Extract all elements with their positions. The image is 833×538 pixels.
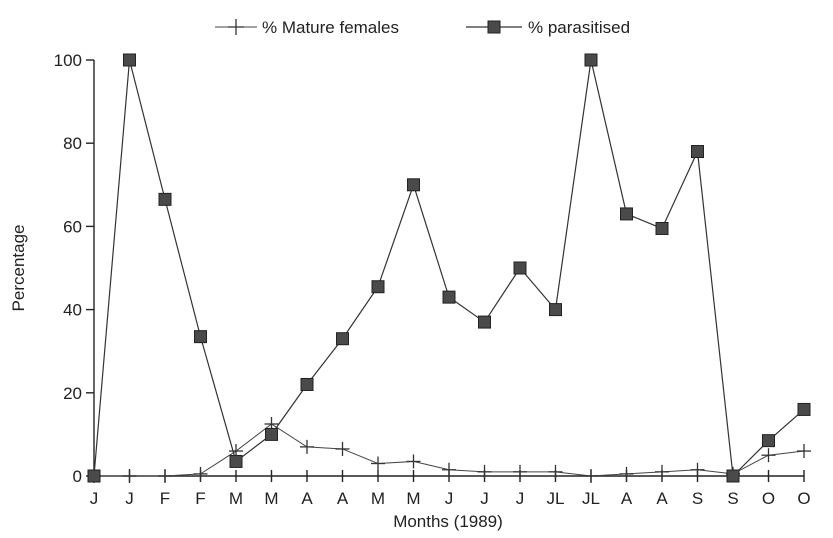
- data-point-parasitised: [265, 427, 278, 441]
- legend-label-parasitised: % parasitised: [528, 18, 630, 37]
- data-point-mature-females: [442, 462, 456, 477]
- data-point-parasitised: [229, 454, 243, 468]
- data-point-parasitised: [620, 207, 633, 221]
- y-tick-label: 80: [63, 134, 82, 153]
- x-tick-label: J: [125, 489, 134, 508]
- x-tick-label: A: [301, 489, 313, 508]
- data-point-parasitised: [371, 280, 385, 294]
- data-point-parasitised: [336, 332, 349, 346]
- data-point-mature-females: [548, 464, 563, 479]
- x-tick-label: J: [516, 489, 525, 508]
- data-point-mature-females: [619, 466, 634, 481]
- x-tick-label: J: [90, 489, 99, 508]
- legend-item-mature-females: % Mature females: [215, 18, 399, 37]
- y-tick-label: 40: [63, 301, 82, 320]
- data-point-mature-females: [158, 469, 172, 483]
- data-point-parasitised: [762, 434, 775, 448]
- data-point-mature-females: [122, 469, 137, 483]
- x-axis-title: Months (1989): [393, 512, 503, 531]
- data-point-parasitised: [442, 290, 456, 304]
- data-point-mature-females: [584, 469, 598, 483]
- data-point-parasitised: [158, 192, 172, 206]
- data-point-mature-females: [513, 464, 527, 479]
- data-point-mature-females: [371, 456, 385, 471]
- data-point-mature-females: [193, 466, 208, 481]
- y-tick-label: 100: [54, 51, 82, 70]
- data-point-mature-females: [406, 454, 421, 469]
- data-point-parasitised: [584, 53, 598, 67]
- x-tick-label: O: [797, 489, 810, 508]
- legend-label-mature-females: % Mature females: [262, 18, 399, 37]
- x-tick-label: S: [727, 489, 738, 508]
- y-axis-title: Percentage: [9, 225, 28, 312]
- y-tick-label: 60: [63, 217, 82, 236]
- data-point-parasitised: [407, 178, 420, 192]
- series-line: [93, 59, 805, 478]
- data-point-mature-females: [797, 444, 811, 459]
- y-tick-label: 20: [63, 384, 82, 403]
- y-tick-label: 0: [73, 467, 82, 486]
- data-point-parasitised: [87, 469, 101, 483]
- data-point-parasitised: [194, 330, 207, 344]
- x-tick-label: S: [692, 489, 703, 508]
- legend-marker-parasitised: [487, 20, 501, 34]
- x-tick-label: J: [445, 489, 454, 508]
- x-tick-label: M: [406, 489, 420, 508]
- legend-item-parasitised: % parasitised: [466, 18, 630, 37]
- x-tick-label: J: [480, 489, 489, 508]
- data-point-parasitised: [478, 315, 491, 329]
- legend: % Mature females % parasitised: [215, 18, 630, 37]
- x-tick-label: A: [621, 489, 633, 508]
- data-point-mature-females: [335, 441, 350, 456]
- x-tick-label: JL: [582, 489, 600, 508]
- data-point-mature-females: [690, 462, 705, 477]
- x-tick-label: JL: [547, 489, 565, 508]
- data-point-mature-females: [477, 464, 492, 479]
- x-tick-label: M: [264, 489, 278, 508]
- x-tick-label: A: [656, 489, 668, 508]
- data-point-parasitised: [513, 261, 527, 275]
- data-point-parasitised: [797, 402, 811, 416]
- x-tick-label: M: [371, 489, 385, 508]
- data-point-mature-females: [300, 439, 314, 454]
- series-parasitised: [87, 53, 811, 483]
- data-point-mature-females: [655, 464, 669, 479]
- data-point-parasitised: [726, 469, 740, 483]
- x-tick-label: M: [229, 489, 243, 508]
- x-tick-label: F: [160, 489, 170, 508]
- data-point-mature-females: [761, 448, 776, 463]
- series-mature-females: [87, 417, 811, 483]
- axes: [93, 60, 804, 477]
- data-point-parasitised: [655, 221, 669, 235]
- x-tick-label: F: [195, 489, 205, 508]
- y-ticks: 0 20 40 60 80 100: [54, 51, 94, 486]
- data-point-parasitised: [123, 53, 136, 67]
- data-point-parasitised: [549, 303, 562, 317]
- series-layer: [87, 53, 811, 483]
- data-point-parasitised: [300, 377, 314, 391]
- x-tick-label: A: [337, 489, 349, 508]
- x-tick-label: O: [762, 489, 775, 508]
- data-point-parasitised: [691, 145, 704, 159]
